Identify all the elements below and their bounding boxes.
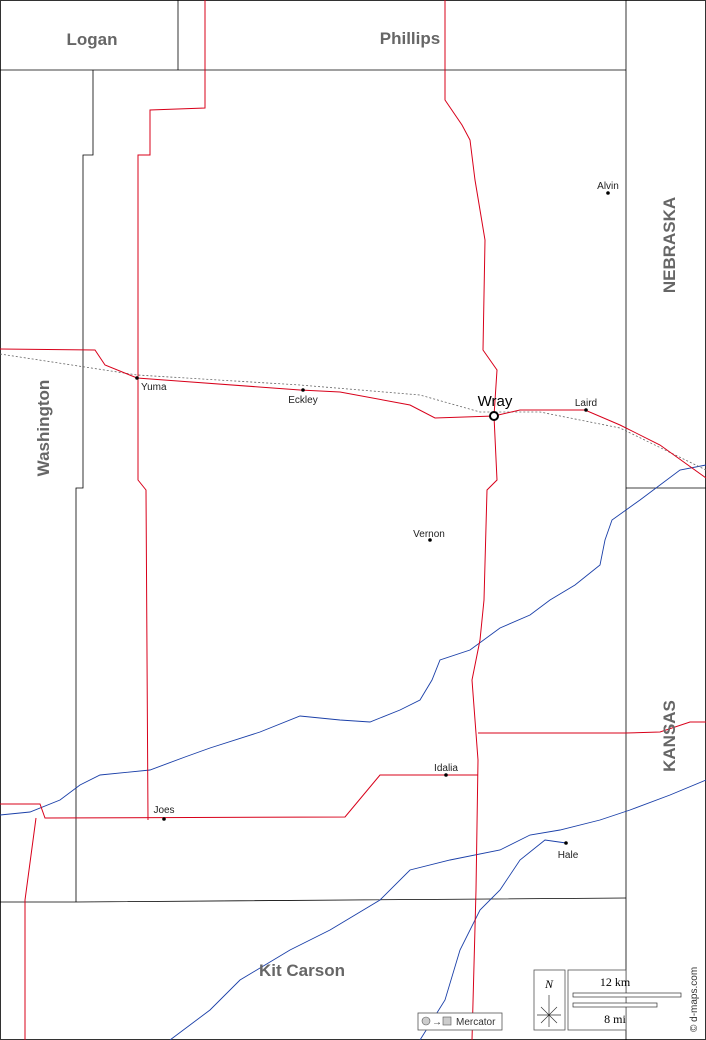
town-label: Eckley <box>288 395 317 406</box>
state-label: KANSAS <box>660 700 679 772</box>
town-markers <box>135 191 610 845</box>
legend: N 12 km 8 mi → Mercator © d-maps.com <box>417 967 700 1032</box>
region-label: Logan <box>67 30 118 49</box>
scale-label: 8 mi <box>604 1012 626 1026</box>
town-label: Yuma <box>141 382 167 393</box>
scale-label: 12 km <box>600 975 631 989</box>
credit: © d-maps.com <box>689 967 700 1032</box>
town-label: Alvin <box>597 181 619 192</box>
railway <box>0 353 706 471</box>
region-label: Phillips <box>380 29 440 48</box>
north-label: N <box>544 977 554 991</box>
state-label: NEBRASKA <box>660 197 679 293</box>
town-label: Wray <box>478 393 513 410</box>
region-label: Washington <box>34 380 53 477</box>
rivers <box>0 464 706 1040</box>
town-label: Laird <box>575 398 597 409</box>
svg-text:→: → <box>432 1017 442 1028</box>
town-label: Idalia <box>434 763 458 774</box>
town-label: Hale <box>558 850 579 861</box>
town-label: Vernon <box>413 529 445 540</box>
region-label: Kit Carson <box>259 961 345 980</box>
projection-label: Mercator <box>456 1017 496 1028</box>
town-label: Joes <box>153 805 174 816</box>
